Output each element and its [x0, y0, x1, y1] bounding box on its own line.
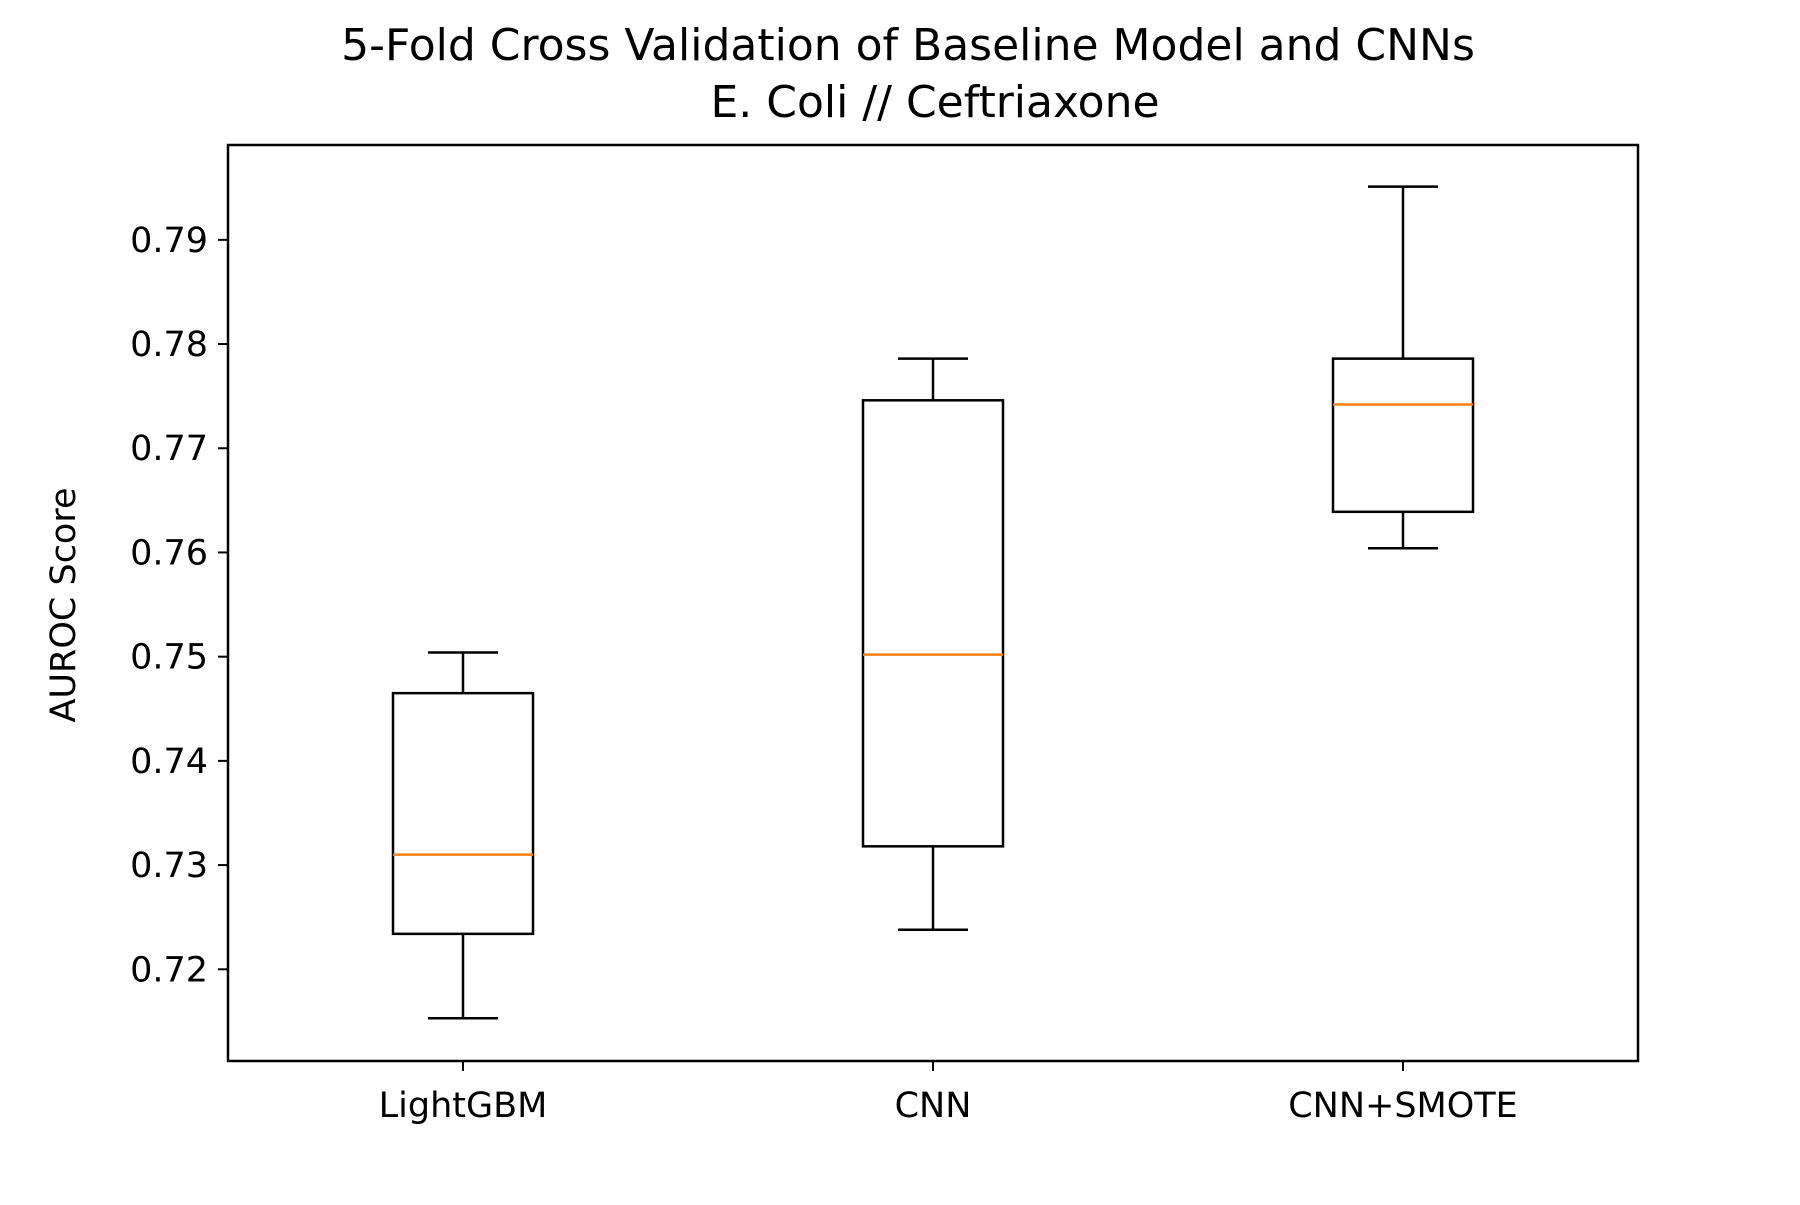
y-tick-label: 0.75 — [130, 638, 208, 678]
box-iqr — [1331, 357, 1475, 514]
y-tick-label: 0.78 — [130, 325, 208, 365]
chart-title: 5-Fold Cross Validation of Baseline Mode… — [341, 20, 1475, 71]
y-tick-label: 0.76 — [130, 533, 208, 573]
x-tick-label: CNN — [895, 1086, 972, 1126]
box-iqr — [391, 691, 535, 936]
y-tick-label: 0.77 — [130, 429, 208, 469]
y-axis-label: AUROC Score — [44, 487, 84, 722]
x-tick-label: LightGBM — [379, 1086, 548, 1126]
y-tick-label: 0.73 — [130, 846, 208, 886]
x-tick-label: CNN+SMOTE — [1288, 1086, 1518, 1126]
y-tick-label: 0.79 — [130, 221, 208, 261]
chart-subtitle: E. Coli // Ceftriaxone — [710, 77, 1159, 128]
box-iqr — [861, 399, 1005, 848]
y-tick-label: 0.74 — [130, 742, 208, 782]
y-tick-label: 0.72 — [130, 950, 208, 990]
chart-marks: 0.72 0.73 0.74 0.75 0.76 0.77 0.78 0.79 LightGBM… — [130, 185, 1518, 1126]
